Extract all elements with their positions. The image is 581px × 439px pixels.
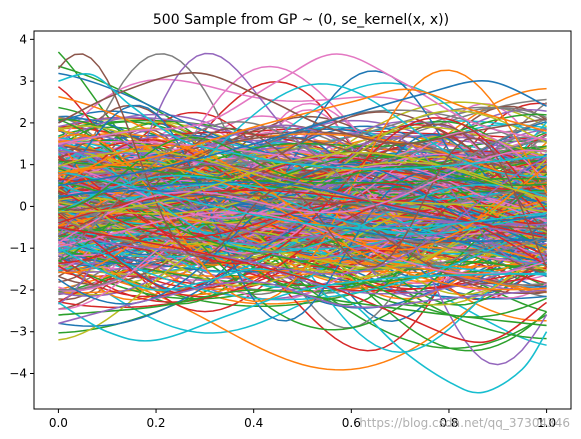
sample-line (58, 174, 547, 235)
extreme-sample-line (58, 79, 547, 187)
y-tick-label: −2 (9, 283, 27, 297)
sample-line (58, 164, 547, 291)
x-tick-label: 0.8 (439, 416, 458, 430)
x-tick-label: 0.0 (49, 416, 68, 430)
extreme-sample-line (58, 53, 547, 145)
sample-line (58, 157, 547, 275)
sample-line (58, 210, 547, 276)
sample-line (58, 117, 548, 265)
sample-line (58, 189, 547, 243)
y-tick-label: 0 (19, 199, 27, 213)
sample-line (58, 151, 547, 213)
extreme-sample-line (58, 280, 547, 325)
extreme-sample-line (58, 71, 547, 145)
sample-line (58, 230, 548, 341)
extreme-sample-line (58, 247, 548, 394)
sample-line (58, 189, 547, 239)
sample-line (58, 118, 547, 258)
y-tick-label: 1 (19, 158, 27, 172)
y-tick-label: 2 (19, 116, 27, 130)
sample-line (57, 121, 547, 261)
extreme-sample-line (58, 73, 547, 170)
sample-line (58, 83, 547, 200)
sample-line (57, 104, 548, 322)
y-tick-label: −4 (9, 366, 27, 380)
sample-line (58, 167, 547, 203)
x-tick-label: 0.4 (244, 416, 263, 430)
sample-line (58, 135, 547, 261)
extreme-sample-line (57, 272, 547, 342)
sample-line (58, 113, 547, 184)
sample-line (58, 158, 547, 199)
sample-line (58, 149, 547, 244)
extreme-sample-line (58, 88, 547, 174)
series-layer (57, 51, 548, 394)
sample-line (58, 247, 548, 371)
x-tick-label: 0.2 (146, 416, 165, 430)
sample-line (58, 163, 547, 222)
x-tick-label: 0.6 (342, 416, 361, 430)
y-tick-label: −1 (9, 241, 27, 255)
extreme-sample-line (58, 289, 547, 327)
plot-frame (33, 30, 572, 410)
sample-line (58, 199, 547, 327)
sample-line (58, 181, 547, 223)
sample-line (57, 144, 548, 251)
sample-line (57, 123, 548, 232)
sample-line (58, 150, 547, 213)
sample-line (58, 170, 547, 230)
x-tick-label: 1.0 (537, 416, 556, 430)
sample-line (58, 180, 547, 210)
sample-line (58, 221, 547, 301)
y-tick-label: −3 (9, 325, 27, 339)
y-tick-label: 4 (19, 32, 27, 46)
watermark-text: https://blog.csdn.net/qq_37304346 (359, 416, 570, 430)
chart-title: 500 Sample from GP ~ (0, se_kernel(x, x)… (153, 12, 449, 28)
axes-layer: 0.0 0.2 0.4 0.6 0.8 1.0 4 3 2 1 0 −1 −2 −3 −4 (9, 30, 572, 430)
y-tick-label: 3 (19, 74, 27, 88)
sample-line (58, 148, 547, 242)
